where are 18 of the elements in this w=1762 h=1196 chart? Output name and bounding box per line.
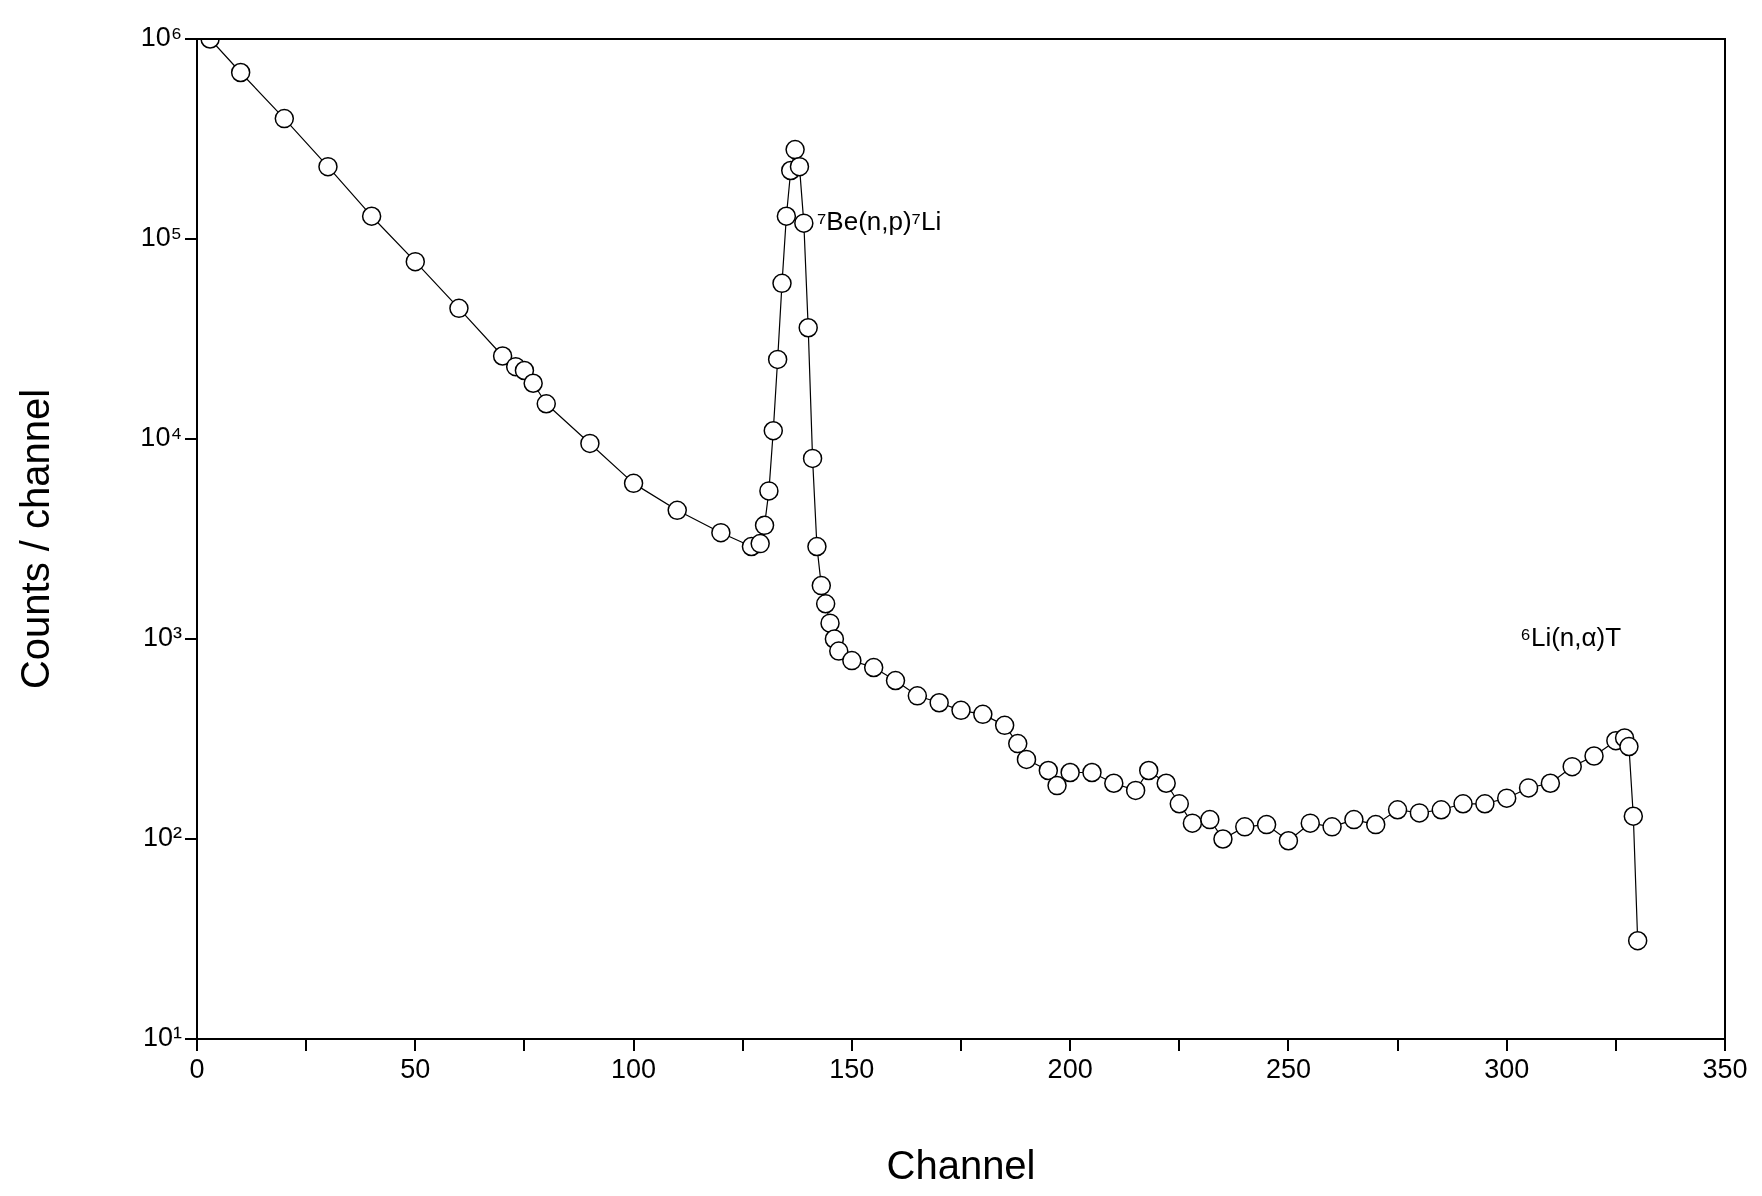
x-tick-label: 200 bbox=[1047, 1053, 1093, 1084]
y-tick-label: 10⁴ bbox=[140, 422, 182, 453]
x-tick-label: 50 bbox=[400, 1053, 431, 1084]
x-tick-label: 100 bbox=[611, 1053, 657, 1084]
annotation: ⁶Li(n,α)T bbox=[1520, 622, 1622, 653]
y-tick-label: 10² bbox=[142, 822, 182, 853]
y-tick-label: 10⁵ bbox=[140, 222, 182, 253]
x-axis-title: Channel bbox=[886, 1143, 1036, 1188]
y-tick-label: 10¹ bbox=[142, 1022, 182, 1053]
x-tick-label: 300 bbox=[1484, 1053, 1530, 1084]
x-tick-label: 350 bbox=[1702, 1053, 1748, 1084]
y-tick-label: 10⁶ bbox=[140, 22, 182, 53]
y-tick-label: 10³ bbox=[142, 622, 182, 653]
x-tick-label: 250 bbox=[1265, 1053, 1311, 1084]
x-tick-label: 0 bbox=[189, 1053, 205, 1084]
x-tick-label: 150 bbox=[829, 1053, 875, 1084]
y-axis-title: Counts / channel bbox=[13, 388, 58, 690]
annotation: ⁷Be(n,p)⁷Li bbox=[816, 206, 942, 237]
